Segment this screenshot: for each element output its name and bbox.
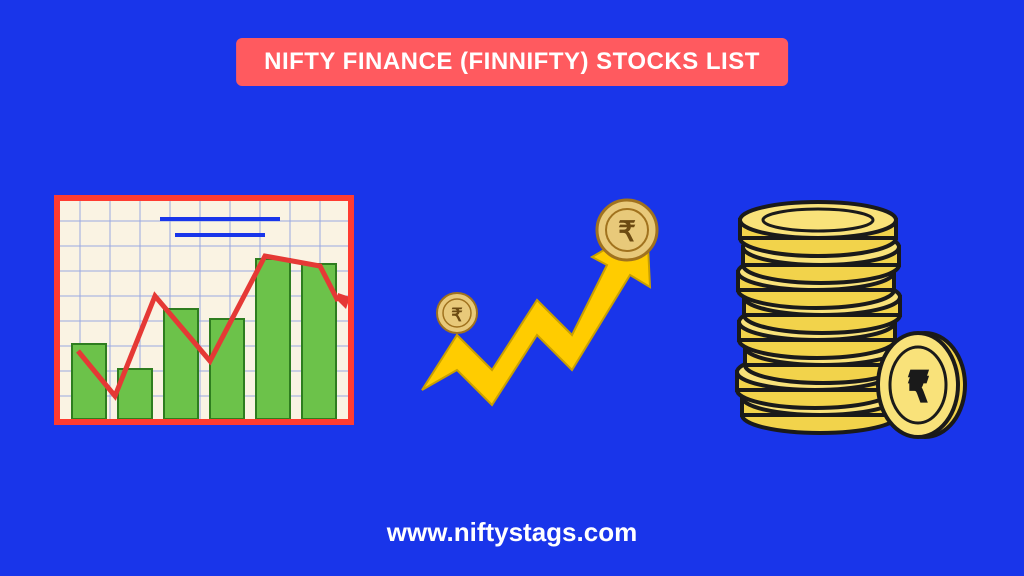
growth-arrow-svg: ₹ ₹ [402, 195, 662, 425]
coin-stack-group: ₹ [710, 180, 970, 440]
rupee-coin-large-icon: ₹ [597, 200, 657, 260]
bar-chart-card [54, 195, 354, 425]
footer-url: www.niftystags.com [387, 517, 637, 548]
svg-text:₹: ₹ [618, 216, 636, 247]
svg-text:₹: ₹ [451, 305, 463, 325]
coin-stack-icon [737, 202, 901, 433]
coin-stack-svg: ₹ [710, 180, 970, 440]
bar-chart-svg [60, 201, 348, 419]
rupee-coin-small-icon: ₹ [437, 293, 477, 333]
svg-text:₹: ₹ [909, 367, 927, 409]
title-banner: NIFTY FINANCE (FINNIFTY) STOCKS LIST [236, 38, 788, 86]
front-coin-icon: ₹ [878, 333, 965, 437]
growth-arrow-group: ₹ ₹ [402, 195, 662, 425]
trend-arrowhead [338, 293, 348, 309]
graphics-row: ₹ ₹ [0, 160, 1024, 460]
